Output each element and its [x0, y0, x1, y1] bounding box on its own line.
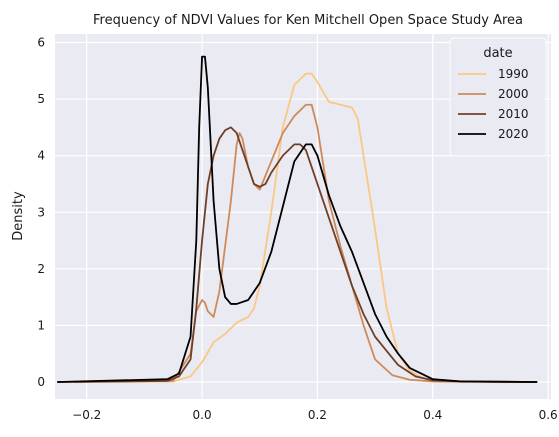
- legend-label-2010: 2010: [498, 107, 529, 121]
- y-tick-label: 0: [37, 375, 45, 389]
- y-tick-label: 1: [37, 318, 45, 332]
- legend-box: [449, 37, 547, 157]
- legend-label-2000: 2000: [498, 87, 529, 101]
- legend-label-1990: 1990: [498, 67, 529, 81]
- chart-title: Frequency of NDVI Values for Ken Mitchel…: [93, 13, 523, 28]
- y-tick-label: 6: [37, 35, 45, 49]
- x-tick-label: 0.0: [193, 408, 212, 422]
- y-tick-labels: 0 1 2 3 4 5 6: [37, 35, 45, 389]
- series-line-2020: [56, 55, 538, 383]
- y-tick-label: 5: [37, 92, 45, 106]
- x-tick-label: −0.2: [72, 408, 101, 422]
- legend: date 1990 2000 2010 2020: [449, 37, 547, 157]
- legend-items: 1990 2000 2010 2020: [458, 67, 529, 141]
- x-tick-labels: −0.2 0.0 0.2 0.4 0.6: [72, 408, 558, 422]
- y-axis-label: Density: [11, 191, 26, 241]
- y-tick-label: 4: [37, 149, 45, 163]
- y-tick-label: 2: [37, 262, 45, 276]
- y-tick-label: 3: [37, 205, 45, 219]
- series-line-2010: [56, 126, 538, 383]
- line-layer: [56, 55, 538, 383]
- legend-label-2020: 2020: [498, 127, 529, 141]
- x-tick-label: 0.4: [423, 408, 442, 422]
- x-tick-label: 0.2: [308, 408, 327, 422]
- legend-title: date: [483, 46, 512, 61]
- series-line-2000: [74, 103, 538, 383]
- x-tick-label: 0.6: [539, 408, 558, 422]
